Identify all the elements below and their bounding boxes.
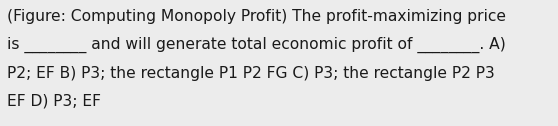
Text: P2; EF B) P3; the rectangle P1 P2 FG C) P3; the rectangle P2 P3: P2; EF B) P3; the rectangle P1 P2 FG C) … [7,66,495,81]
Text: EF D) P3; EF: EF D) P3; EF [7,94,101,109]
Text: is ________ and will generate total economic profit of ________. A): is ________ and will generate total econ… [7,37,506,53]
Text: (Figure: Computing Monopoly Profit) The profit-maximizing price: (Figure: Computing Monopoly Profit) The … [7,9,506,24]
